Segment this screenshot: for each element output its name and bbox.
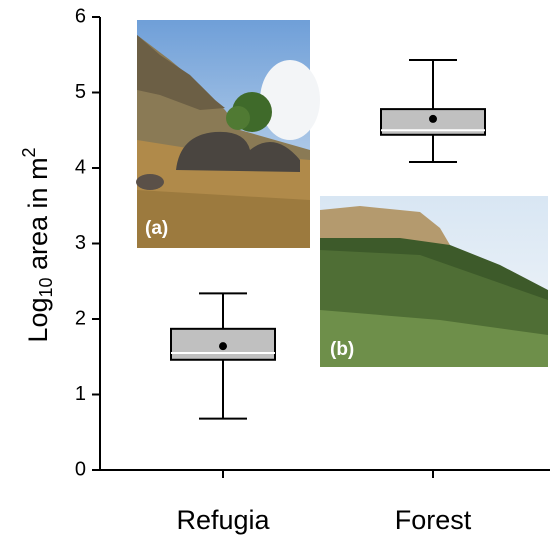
x-tick-label: Refugia (176, 505, 270, 535)
inset-label: (a) (145, 218, 168, 239)
mean-dot (429, 114, 437, 123)
y-axis-label: Log10 area in m2 (19, 147, 56, 342)
mean-dot (219, 342, 227, 351)
y-tick-label: 4 (75, 156, 86, 178)
inset-label: (b) (330, 339, 354, 360)
x-tick-label: Forest (395, 505, 472, 535)
inset-photo-a: (a) (136, 20, 320, 248)
y-tick-label: 6 (75, 5, 86, 27)
y-tick-label: 3 (75, 232, 86, 254)
y-tick-label: 5 (75, 81, 86, 103)
y-tick-label: 1 (75, 383, 86, 405)
inset-photo-b: (b) (320, 196, 548, 367)
y-tick-label: 0 (75, 458, 86, 480)
y-tick-label: 2 (75, 307, 86, 329)
